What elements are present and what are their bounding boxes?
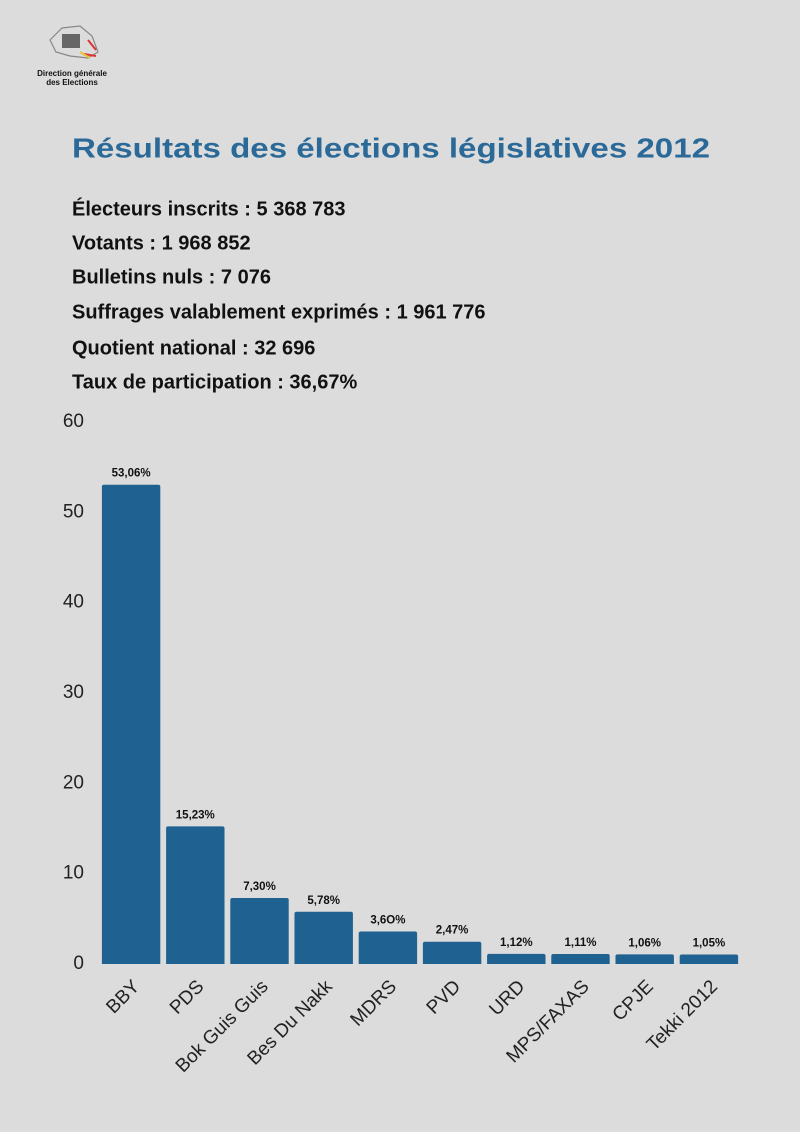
bar xyxy=(230,898,289,964)
value-label: 53,06% xyxy=(112,468,151,480)
bar xyxy=(615,954,674,964)
y-tick-label: 60 xyxy=(63,411,84,432)
stat-line: Quotient national : 32 696 xyxy=(72,337,315,359)
stats: Électeurs inscrits : 5 368 783 Votants : … xyxy=(72,197,486,393)
y-tick-label: 0 xyxy=(73,953,84,974)
value-label: 5,78% xyxy=(307,895,340,907)
value-label: 1,05% xyxy=(693,938,726,950)
stat-line: Votants : 1 968 852 xyxy=(72,232,251,254)
bar xyxy=(101,484,161,964)
bar xyxy=(294,911,353,964)
value-label: 7,30% xyxy=(243,881,276,893)
value-label: 3,6O% xyxy=(370,915,405,927)
logo-box xyxy=(62,34,80,48)
x-tick-label: BBY xyxy=(102,976,144,1018)
y-tick-label: 20 xyxy=(63,772,84,793)
y-tick-label: 10 xyxy=(63,863,84,884)
logo-flag xyxy=(83,39,97,57)
title: Résultats des élections législatives 201… xyxy=(72,132,710,163)
value-label: 1,06% xyxy=(628,937,661,949)
value-label: 1,12% xyxy=(500,937,533,949)
logo: Direction générale des Elections xyxy=(37,25,107,87)
y-tick-label: 50 xyxy=(63,501,84,522)
bar xyxy=(679,954,739,964)
chart: 010203040506053,06%BBY15,23%PDS7,30%Bok … xyxy=(63,411,739,1077)
bar xyxy=(422,941,482,964)
stat-line: Électeurs inscrits : 5 368 783 xyxy=(72,197,346,220)
y-tick-label: 30 xyxy=(63,682,84,703)
x-tick-label: URD xyxy=(485,976,529,1020)
stat-line: Bulletins nuls : 7 076 xyxy=(72,266,271,288)
bar xyxy=(487,953,546,964)
logo-text: des Elections xyxy=(46,78,98,87)
x-tick-label: PVD xyxy=(423,976,465,1018)
x-tick-label: CPJE xyxy=(609,976,658,1025)
stat-line: Suffrages valablement exprimés : 1 961 7… xyxy=(72,301,486,323)
bar xyxy=(358,931,418,964)
value-label: 1,11% xyxy=(565,937,597,949)
x-tick-label: MDRS xyxy=(347,976,401,1030)
value-label: 2,47% xyxy=(436,925,469,937)
bar xyxy=(551,953,610,964)
stat-line: Taux de participation : 36,67% xyxy=(72,371,357,393)
value-label: 15,23% xyxy=(176,809,215,821)
logo-text: Direction générale xyxy=(37,69,107,78)
y-tick-label: 40 xyxy=(63,592,84,613)
logo-map xyxy=(49,25,99,59)
x-tick-label: PDS xyxy=(166,976,208,1018)
bar xyxy=(166,826,225,964)
logo-flag xyxy=(79,51,91,59)
